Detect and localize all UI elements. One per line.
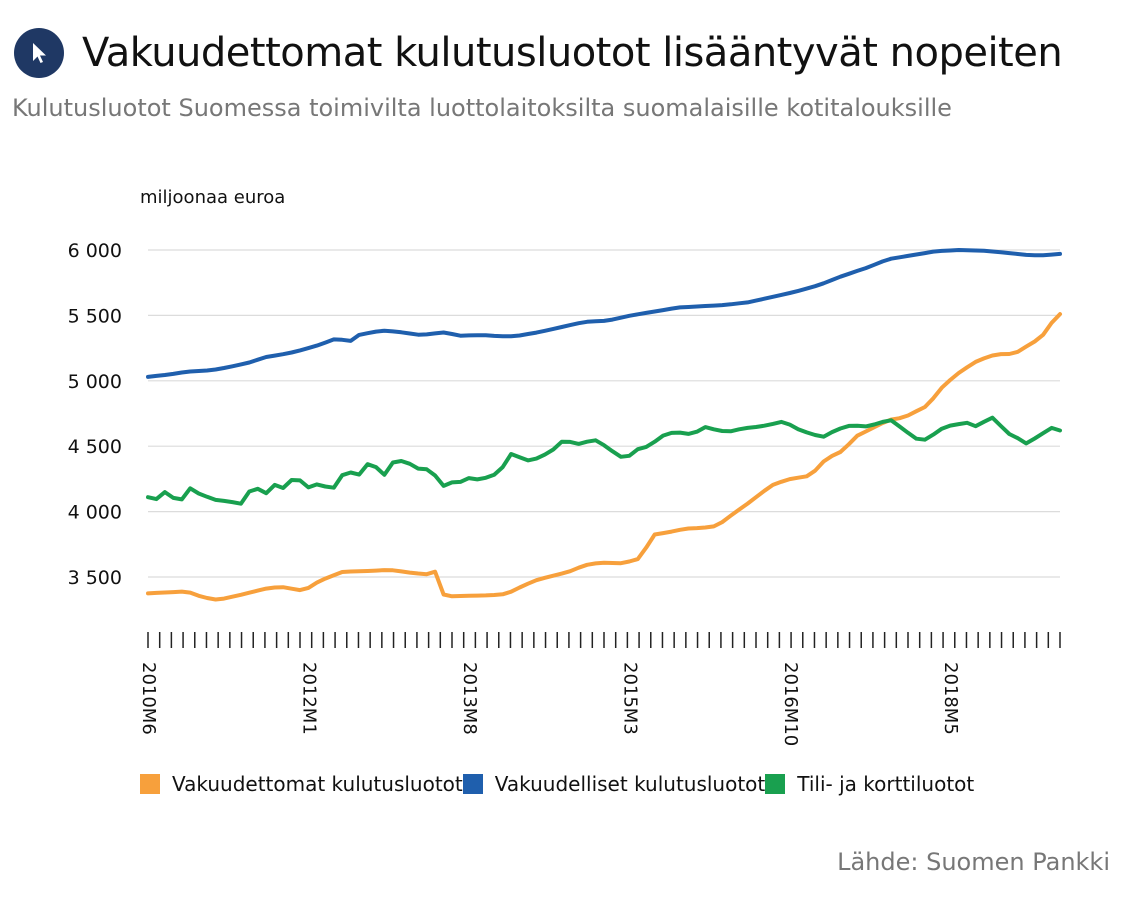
page-title: Vakuudettomat kulutusluotot lisääntyvät … bbox=[82, 30, 1063, 76]
x-tick-label: 2013M8 bbox=[459, 662, 480, 735]
cursor-arrow-icon bbox=[33, 43, 46, 63]
x-tick-label: 2018M5 bbox=[940, 662, 961, 735]
chart-header: Vakuudettomat kulutusluotot lisääntyvät … bbox=[14, 28, 1063, 78]
x-tick-label: 2012M1 bbox=[298, 662, 319, 735]
legend-label-secured: Vakuudelliset kulutusluotot bbox=[494, 772, 766, 796]
y-tick-label: 3 500 bbox=[68, 567, 122, 589]
legend-item-unsecured: Vakuudettomat kulutusluotot bbox=[140, 772, 463, 796]
chart-legend: Vakuudettomat kulutusluotot Vakuudellise… bbox=[140, 772, 974, 796]
legend-swatch-secured bbox=[462, 774, 483, 794]
legend-label-unsecured: Vakuudettomat kulutusluotot bbox=[172, 772, 463, 796]
x-tick-label: 2016M10 bbox=[780, 662, 801, 746]
legend-label-card-credit: Tili- ja korttiluotot bbox=[797, 772, 975, 796]
series-line-secured bbox=[146, 248, 1062, 379]
y-tick-label: 5 500 bbox=[68, 305, 122, 327]
y-tick-label: 5 000 bbox=[68, 371, 122, 393]
legend-item-card-credit: Tili- ja korttiluotot bbox=[765, 772, 974, 796]
logo bbox=[14, 28, 64, 78]
series-line-unsecured bbox=[146, 312, 1062, 602]
legend-item-secured: Vakuudelliset kulutusluotot bbox=[462, 772, 766, 796]
x-tick-label: 2015M3 bbox=[619, 662, 640, 735]
legend-swatch-unsecured bbox=[140, 774, 160, 794]
y-tick-label: 4 500 bbox=[68, 436, 122, 458]
legend-swatch-card-credit bbox=[765, 774, 786, 794]
source-note: Lähde: Suomen Pankki bbox=[837, 848, 1110, 876]
y-tick-label: 4 000 bbox=[68, 502, 122, 524]
page-subtitle: Kulutusluotot Suomessa toimivilta luotto… bbox=[12, 94, 952, 122]
x-tick-label: 2010M6 bbox=[138, 662, 159, 735]
y-tick-label: 6 000 bbox=[68, 240, 122, 262]
y-axis-label: miljoonaa euroa bbox=[140, 187, 285, 208]
series-line-card-credit bbox=[146, 415, 1062, 506]
